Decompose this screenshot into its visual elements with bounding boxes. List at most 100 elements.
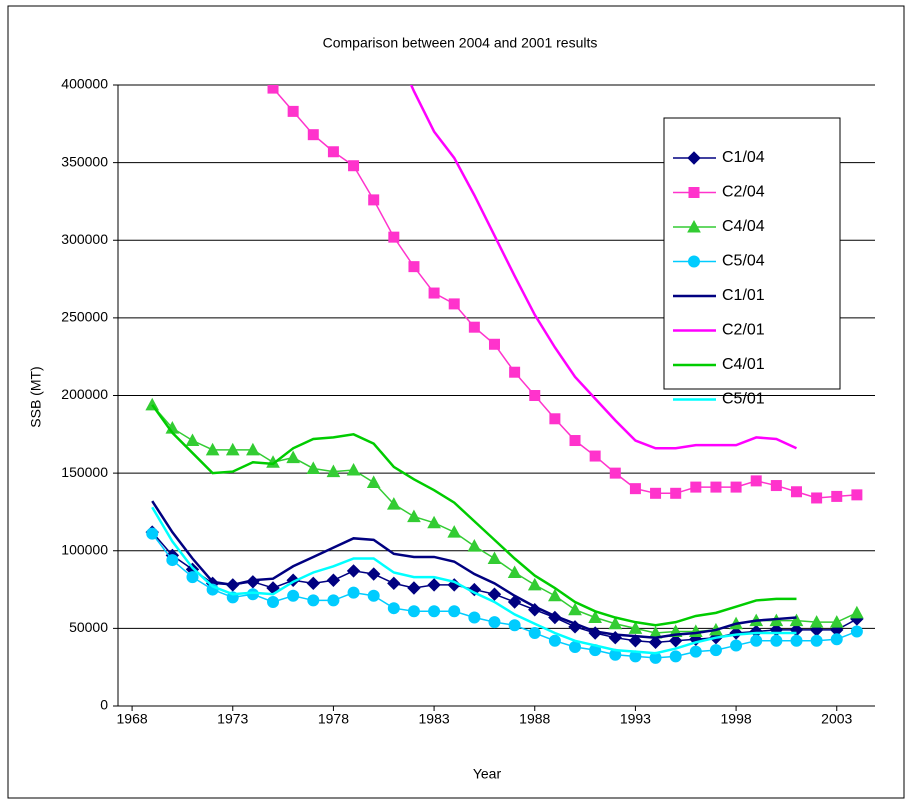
marker <box>831 490 843 502</box>
legend-label: C2/04 <box>722 184 765 201</box>
marker <box>267 85 279 94</box>
legend-label: C5/04 <box>722 253 765 270</box>
marker <box>548 634 561 647</box>
marker <box>689 645 702 658</box>
x-tick-label: 2003 <box>821 711 852 727</box>
marker <box>366 475 381 488</box>
marker <box>609 467 621 479</box>
marker <box>307 594 320 607</box>
marker <box>709 644 722 657</box>
y-tick-label: 150000 <box>61 464 108 480</box>
y-tick-label: 250000 <box>61 309 108 325</box>
marker <box>569 641 582 654</box>
y-axis-label: SSB (MT) <box>28 366 44 427</box>
y-tick-label: 100000 <box>61 541 108 557</box>
marker <box>327 146 339 158</box>
marker <box>448 605 461 618</box>
x-tick-label: 1983 <box>419 711 450 727</box>
marker <box>608 616 623 630</box>
y-tick-label: 200000 <box>61 386 108 402</box>
marker <box>246 442 260 456</box>
marker <box>648 635 663 650</box>
marker <box>407 509 421 523</box>
legend-label: C1/01 <box>722 287 765 304</box>
marker <box>669 650 682 663</box>
marker <box>428 287 440 299</box>
marker <box>467 539 482 552</box>
marker <box>368 194 380 206</box>
x-tick-label: 1978 <box>318 711 349 727</box>
y-tick-label: 400000 <box>61 76 108 92</box>
marker <box>850 605 864 619</box>
marker <box>688 187 700 198</box>
marker <box>447 525 462 538</box>
marker <box>366 567 381 581</box>
series-line <box>151 500 797 639</box>
marker <box>850 625 863 638</box>
legend-label: C4/04 <box>722 218 765 235</box>
marker <box>386 497 401 510</box>
marker <box>809 615 824 628</box>
marker <box>730 639 743 652</box>
marker <box>408 261 420 273</box>
marker <box>851 489 863 501</box>
marker <box>529 390 541 401</box>
marker <box>668 634 683 648</box>
marker <box>628 634 643 648</box>
marker <box>367 589 380 602</box>
marker <box>730 481 742 493</box>
marker <box>527 577 542 591</box>
marker <box>467 582 482 597</box>
marker <box>528 627 541 640</box>
marker <box>306 461 321 474</box>
marker <box>327 594 340 607</box>
x-axis-label: Year <box>473 766 502 782</box>
y-tick-label: 350000 <box>61 153 108 169</box>
marker <box>710 481 722 493</box>
marker <box>508 619 521 632</box>
marker <box>306 576 320 591</box>
marker <box>427 578 441 592</box>
marker <box>347 586 360 599</box>
marker <box>287 589 300 602</box>
marker <box>507 595 522 609</box>
marker <box>790 486 802 498</box>
marker <box>830 633 843 646</box>
marker <box>568 602 582 616</box>
marker <box>588 610 602 624</box>
marker <box>407 581 421 595</box>
series-line <box>151 404 797 627</box>
marker <box>407 605 420 618</box>
marker <box>670 487 682 499</box>
x-tick-label: 1968 <box>117 711 148 727</box>
marker <box>205 442 220 456</box>
marker <box>790 634 803 647</box>
marker <box>487 587 502 601</box>
marker <box>650 487 662 499</box>
marker <box>246 588 259 601</box>
marker <box>628 621 643 634</box>
series-line <box>409 85 798 450</box>
marker <box>589 450 601 462</box>
marker <box>507 565 522 578</box>
marker <box>146 527 159 540</box>
marker <box>770 634 783 647</box>
series-line <box>151 506 797 655</box>
marker <box>287 105 299 117</box>
marker <box>687 219 701 233</box>
marker <box>548 588 562 602</box>
marker <box>387 602 400 615</box>
marker <box>346 462 361 476</box>
marker <box>770 480 782 492</box>
marker <box>428 605 441 618</box>
marker <box>549 413 561 425</box>
marker <box>487 551 502 565</box>
marker <box>569 435 581 447</box>
legend-label: C4/01 <box>722 356 765 373</box>
x-tick-label: 1993 <box>620 711 651 727</box>
marker <box>185 433 200 447</box>
marker <box>687 151 701 165</box>
chart-title: Comparison between 2004 and 2001 results <box>323 35 598 51</box>
y-tick-label: 300000 <box>61 231 108 247</box>
marker <box>488 338 500 350</box>
